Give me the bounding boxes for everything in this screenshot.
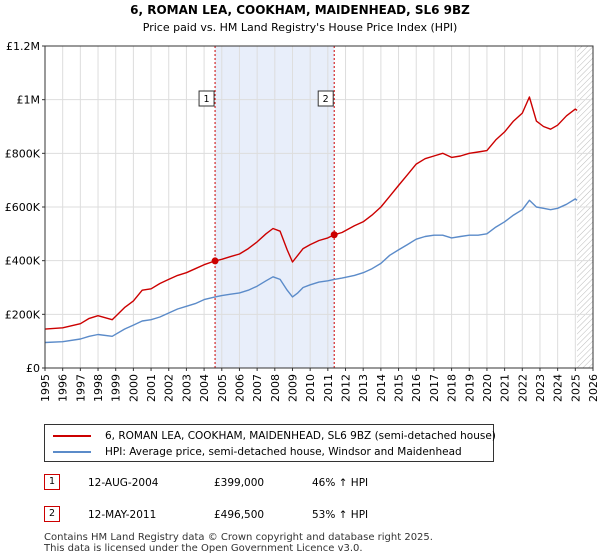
transaction-hpi: 46% ↑ HPI <box>312 477 369 489</box>
y-tick-label: £400K <box>5 255 41 268</box>
marker-point-2 <box>330 231 338 239</box>
x-tick-label: 2016 <box>410 374 423 402</box>
marker-point-1 <box>211 257 219 265</box>
chart-subtitle: Price paid vs. HM Land Registry's House … <box>143 21 458 34</box>
legend-label-hpi: HPI: Average price, semi-detached house,… <box>105 446 462 458</box>
x-tick-label: 2025 <box>569 374 582 402</box>
x-tick-label: 2014 <box>375 374 388 402</box>
y-tick-label: £200K <box>5 308 41 321</box>
x-tick-label: 2001 <box>145 374 158 402</box>
legend-label-property: 6, ROMAN LEA, COOKHAM, MAIDENHEAD, SL6 9… <box>105 430 496 442</box>
marker-badge-box-2 <box>317 90 334 107</box>
footer-line-1: Contains HM Land Registry data © Crown c… <box>44 532 433 543</box>
marker-badge-label-1: 1 <box>204 94 210 105</box>
x-tick-label: 2021 <box>499 374 512 402</box>
y-tick-label: £1M <box>17 94 41 107</box>
transaction-price: £399,000 <box>214 477 265 489</box>
x-tick-label: 2002 <box>163 374 176 402</box>
x-tick-label: 2019 <box>463 374 476 402</box>
x-tick-label: 2003 <box>180 374 193 402</box>
x-tick-label: 2020 <box>481 374 494 402</box>
hpi-series-line <box>44 198 578 344</box>
x-tick-label: 2011 <box>322 374 335 402</box>
transaction-badge: 2 <box>44 506 60 522</box>
x-tick-label: 2013 <box>357 374 370 402</box>
legend-swatch-property <box>53 435 91 437</box>
legend-item-property: 6, ROMAN LEA, COOKHAM, MAIDENHEAD, SL6 9… <box>53 428 496 444</box>
x-tick-label: 2005 <box>216 374 229 402</box>
x-tick-label: 1998 <box>92 374 105 402</box>
x-tick-label: 2009 <box>286 374 299 402</box>
transaction-price: £496,500 <box>214 509 265 521</box>
transaction-badge: 1 <box>44 474 60 490</box>
x-tick-label: 2024 <box>552 374 565 402</box>
legend-swatch-hpi <box>53 451 91 453</box>
x-tick-label: 2010 <box>304 374 317 402</box>
plot-area: 1 2 £0 £200K £400K £600K £800K £1M £1.2M 1995 1996… <box>5 40 600 402</box>
footer-line-2: This data is licensed under the Open Gov… <box>44 543 363 554</box>
x-tick-label: 2022 <box>516 374 529 402</box>
property-series-line <box>44 96 578 330</box>
price-chart: 6, ROMAN LEA, COOKHAM, MAIDENHEAD, SL6 9… <box>5 3 600 402</box>
x-tick-label: 2012 <box>340 374 353 402</box>
y-tick-label: £0 <box>26 362 40 375</box>
transaction-hpi: 53% ↑ HPI <box>312 509 369 521</box>
x-tick-label: 2004 <box>198 374 211 402</box>
transaction-date: 12-AUG-2004 <box>88 477 159 489</box>
y-tick-label: £1.2M <box>6 40 40 53</box>
x-tick-label: 2006 <box>233 374 246 402</box>
y-tick-label: £600K <box>5 201 41 214</box>
x-tick-label: 2015 <box>393 374 406 402</box>
x-tick-label: 1996 <box>57 374 70 402</box>
x-tick-label: 2007 <box>251 374 264 402</box>
legend: 6, ROMAN LEA, COOKHAM, MAIDENHEAD, SL6 9… <box>44 424 496 462</box>
x-tick-label: 2023 <box>534 374 547 402</box>
x-tick-label: 2000 <box>127 374 140 402</box>
y-tick-label: £800K <box>5 147 41 160</box>
marker-badge-box-1 <box>198 90 215 107</box>
x-tick-label: 1997 <box>74 374 87 402</box>
marker-badge-label-2: 2 <box>323 94 329 105</box>
transaction-date: 12-MAY-2011 <box>88 509 157 521</box>
footer-attribution: Contains HM Land Registry data © Crown c… <box>44 532 433 554</box>
x-tick-label: 1995 <box>39 374 52 402</box>
x-tick-label: 2018 <box>446 374 459 402</box>
x-tick-label: 2008 <box>269 374 282 402</box>
x-tick-label: 2017 <box>428 374 441 402</box>
x-tick-label: 1999 <box>110 374 123 402</box>
chart-title: 6, ROMAN LEA, COOKHAM, MAIDENHEAD, SL6 9… <box>130 3 470 17</box>
x-tick-label: 2026 <box>587 374 600 402</box>
legend-item-hpi: HPI: Average price, semi-detached house,… <box>53 444 462 460</box>
